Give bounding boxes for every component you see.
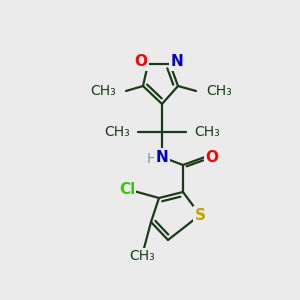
Text: N: N: [156, 149, 168, 164]
Text: CH₃: CH₃: [194, 125, 220, 139]
Text: O: O: [206, 149, 218, 164]
Text: Cl: Cl: [119, 182, 135, 197]
Text: CH₃: CH₃: [129, 249, 155, 263]
Text: H: H: [147, 152, 157, 166]
Text: CH₃: CH₃: [206, 84, 232, 98]
Text: CH₃: CH₃: [104, 125, 130, 139]
Text: CH₃: CH₃: [90, 84, 116, 98]
Text: S: S: [194, 208, 206, 223]
Text: O: O: [134, 55, 148, 70]
Text: N: N: [171, 55, 183, 70]
